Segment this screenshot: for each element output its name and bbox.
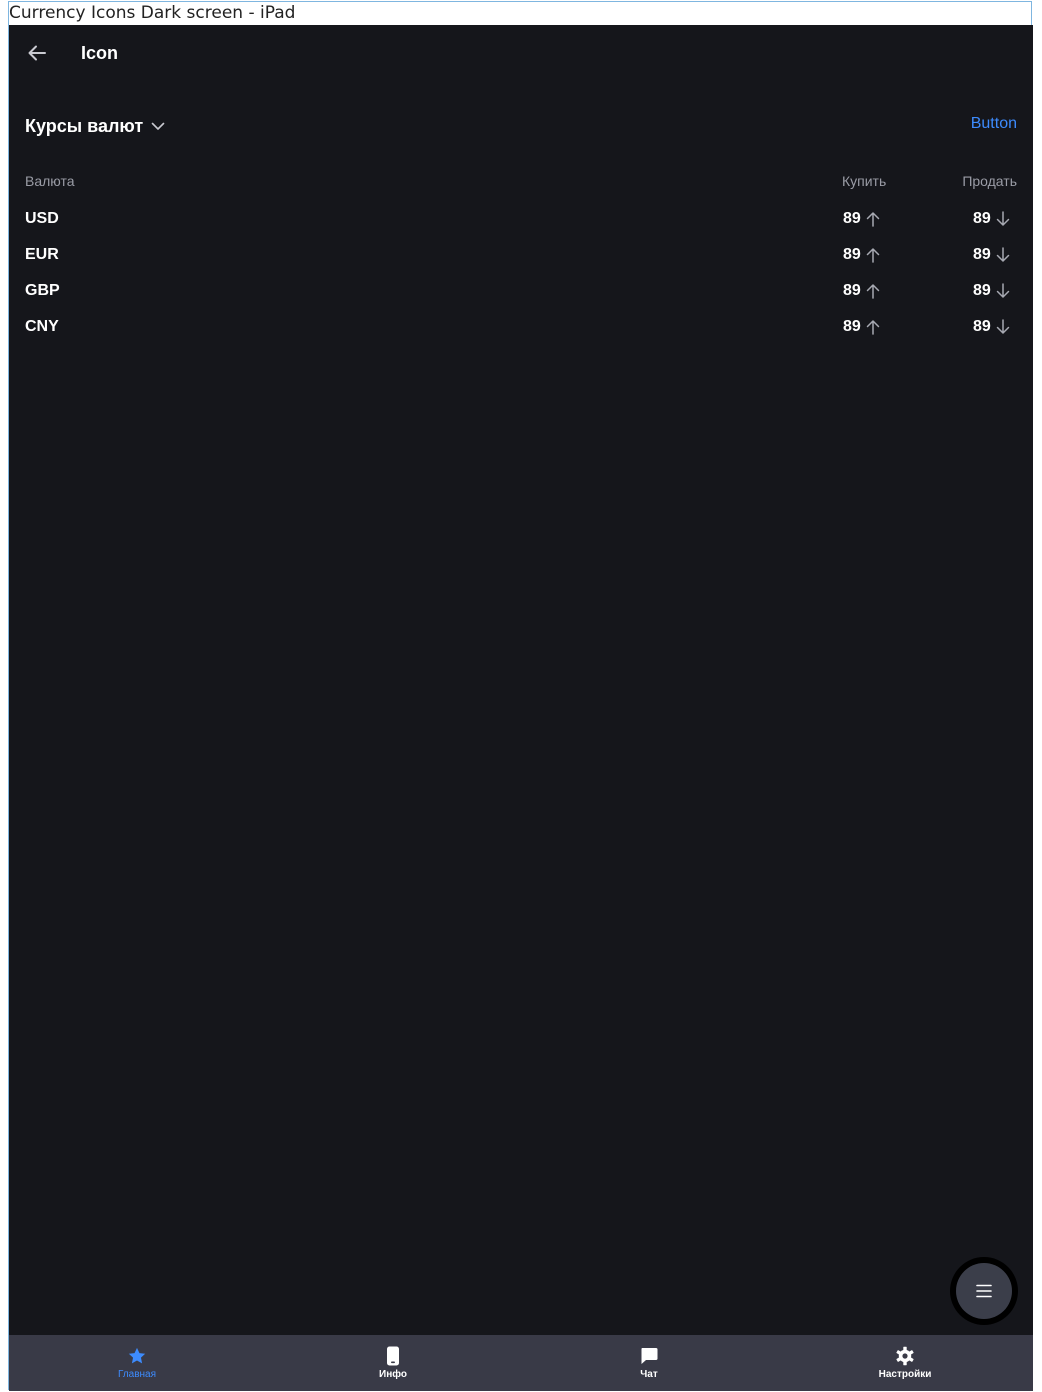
star-icon bbox=[127, 1346, 147, 1366]
sell-value: 89 bbox=[973, 246, 991, 263]
bottom-tab-bar: Главная Инфо Чат bbox=[9, 1335, 1033, 1391]
fab-surface bbox=[956, 1263, 1012, 1319]
buy-value: 89 bbox=[843, 210, 861, 227]
buy-rate: 89 bbox=[843, 243, 880, 267]
chevron-down-icon bbox=[151, 119, 165, 133]
currency-code: USD bbox=[25, 210, 59, 227]
sell-value: 89 bbox=[973, 318, 991, 335]
section-title: Курсы валют bbox=[25, 115, 144, 136]
arrow-up-icon bbox=[866, 211, 880, 227]
chat-bubble-icon bbox=[640, 1346, 658, 1366]
sell-rate: 89 bbox=[973, 315, 1010, 339]
tab-label: Главная bbox=[117, 1369, 157, 1380]
buy-value: 89 bbox=[843, 318, 861, 335]
column-header-sell: Продать bbox=[962, 173, 1017, 189]
sell-value: 89 bbox=[973, 210, 991, 227]
tab-label: Настройки bbox=[878, 1369, 932, 1380]
phone-icon bbox=[386, 1346, 400, 1366]
currency-rates-dropdown[interactable]: Курсы валют bbox=[25, 113, 165, 139]
sell-value: 89 bbox=[973, 282, 991, 299]
currency-code: EUR bbox=[25, 246, 59, 263]
table-row: EUR 89 89 bbox=[9, 243, 1033, 279]
arrow-down-icon bbox=[996, 319, 1010, 335]
column-header-buy: Купить bbox=[842, 173, 887, 189]
menu-icon bbox=[976, 1284, 992, 1298]
buy-rate: 89 bbox=[843, 207, 880, 231]
window-title: Currency Icons Dark screen - iPad bbox=[9, 3, 296, 23]
buy-value: 89 bbox=[843, 282, 861, 299]
sell-rate: 89 bbox=[973, 207, 1010, 231]
tab-label: Чат bbox=[640, 1369, 658, 1380]
arrow-left-icon bbox=[28, 45, 46, 61]
arrow-down-icon bbox=[996, 247, 1010, 263]
arrow-down-icon bbox=[996, 211, 1010, 227]
top-app-bar: Icon bbox=[9, 25, 1033, 81]
column-header-currency: Валюта bbox=[25, 173, 75, 189]
tab-settings[interactable]: Настройки bbox=[777, 1335, 1033, 1391]
currency-code: GBP bbox=[25, 282, 60, 299]
table-row: USD 89 89 bbox=[9, 207, 1033, 243]
currency-code: CNY bbox=[25, 318, 59, 335]
arrow-up-icon bbox=[866, 283, 880, 299]
menu-fab-button[interactable] bbox=[950, 1257, 1018, 1325]
arrow-up-icon bbox=[866, 247, 880, 263]
app-screen: Icon Курсы валют Button Валюта Купить Пр… bbox=[9, 25, 1033, 1391]
arrow-down-icon bbox=[996, 283, 1010, 299]
tab-chat[interactable]: Чат bbox=[521, 1335, 777, 1391]
tab-label: Инфо bbox=[379, 1369, 407, 1380]
sell-rate: 89 bbox=[973, 243, 1010, 267]
buy-rate: 89 bbox=[843, 279, 880, 303]
back-button[interactable] bbox=[23, 39, 51, 67]
table-row: GBP 89 89 bbox=[9, 279, 1033, 315]
buy-rate: 89 bbox=[843, 315, 880, 339]
sell-rate: 89 bbox=[973, 279, 1010, 303]
tab-home[interactable]: Главная bbox=[9, 1335, 265, 1391]
page-title: Icon bbox=[81, 43, 119, 63]
gear-icon bbox=[895, 1346, 915, 1366]
table-row: CNY 89 89 bbox=[9, 315, 1033, 351]
arrow-up-icon bbox=[866, 319, 880, 335]
rates-table: USD 89 89 EUR 89 89 GBP 89 bbox=[9, 207, 1033, 351]
buy-value: 89 bbox=[843, 246, 861, 263]
tab-info[interactable]: Инфо bbox=[265, 1335, 521, 1391]
section-action-button[interactable]: Button bbox=[970, 115, 1017, 132]
